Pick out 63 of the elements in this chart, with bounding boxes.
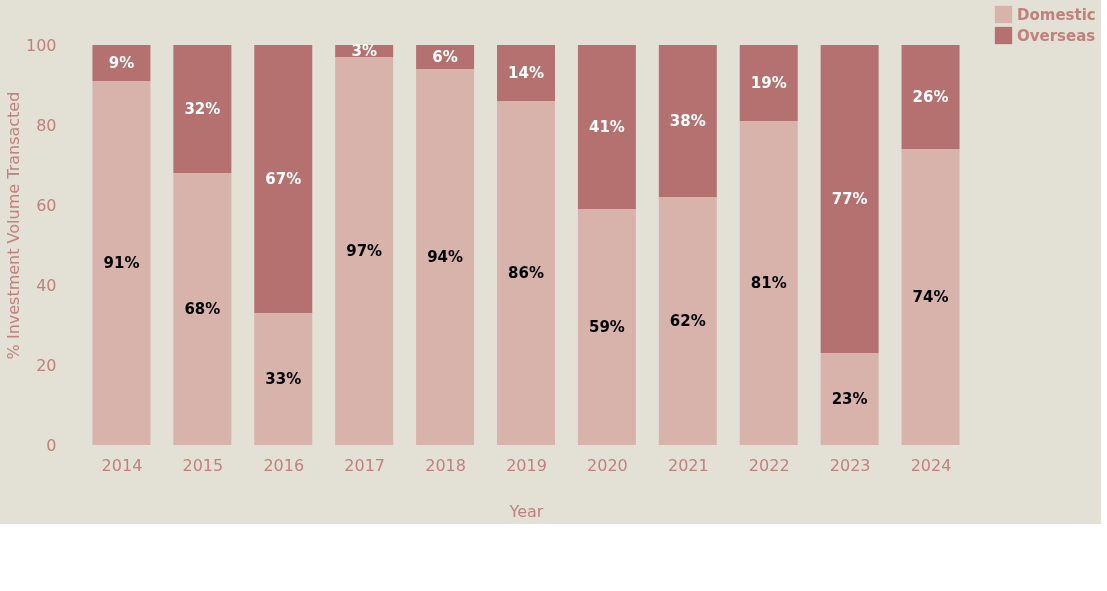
- x-tick-label: 2016: [263, 455, 305, 475]
- data-label: 32%: [184, 100, 221, 118]
- data-label: 77%: [831, 190, 868, 208]
- x-tick-label: 2020: [587, 455, 628, 475]
- data-label: 68%: [184, 300, 221, 318]
- bar: [739, 45, 798, 121]
- data-label: 33%: [265, 370, 302, 388]
- data-label: 19%: [750, 74, 787, 92]
- data-label: 67%: [265, 170, 302, 188]
- data-label: 9%: [108, 54, 135, 72]
- x-tick-label: 2017: [344, 455, 386, 475]
- bar: [173, 45, 232, 173]
- x-tick-label: 2019: [506, 455, 547, 475]
- bar: [254, 313, 313, 445]
- bar: [577, 209, 636, 445]
- x-tick-label: 2015: [182, 455, 224, 475]
- bar: [335, 57, 394, 445]
- bar: [901, 149, 960, 445]
- bar: [497, 101, 555, 445]
- bar: [577, 45, 636, 209]
- y-tick-label: 100: [25, 35, 57, 55]
- y-tick-label: 60: [36, 195, 57, 215]
- y-tick-label: 80: [36, 115, 57, 135]
- y-tick-label: 0: [46, 435, 57, 455]
- data-label: 97%: [346, 242, 383, 260]
- bar: [497, 45, 555, 101]
- bar: [820, 353, 879, 445]
- data-label: 26%: [912, 88, 949, 106]
- x-tick-label: 2021: [667, 455, 709, 475]
- bar: [739, 121, 798, 445]
- legend-label: Overseas: [1017, 26, 1096, 45]
- x-tick-label: 2024: [910, 455, 952, 475]
- bar: [901, 45, 960, 149]
- data-label: 6%: [432, 48, 458, 66]
- data-label: 41%: [588, 118, 625, 136]
- x-axis-title: Year: [508, 501, 544, 521]
- data-label: 14%: [508, 64, 544, 82]
- data-label: 81%: [750, 274, 787, 292]
- bar: [173, 173, 232, 445]
- y-tick-label: 20: [36, 355, 57, 375]
- x-tick-label: 2023: [829, 455, 871, 475]
- bar: [820, 45, 879, 353]
- data-label: 62%: [669, 312, 706, 330]
- data-label: 86%: [508, 264, 544, 282]
- bar: [92, 45, 151, 81]
- x-tick-label: 2018: [425, 455, 466, 475]
- y-tick-label: 40: [36, 275, 57, 295]
- data-label: 59%: [588, 318, 625, 336]
- y-axis-title: % Investment Volume Transacted: [3, 91, 23, 360]
- data-label: 94%: [427, 248, 464, 266]
- legend-label: Domestic: [1017, 5, 1096, 24]
- data-label: 38%: [669, 112, 706, 130]
- bar: [658, 45, 717, 197]
- data-label: 23%: [831, 390, 868, 408]
- x-tick-label: 2022: [748, 455, 790, 475]
- data-label: 74%: [912, 288, 949, 306]
- data-label: 91%: [103, 254, 140, 272]
- bar: [658, 197, 717, 445]
- bar: [254, 45, 313, 313]
- bar: [416, 69, 475, 445]
- data-label: 3%: [351, 42, 377, 60]
- bar: [92, 81, 151, 445]
- x-tick-label: 2014: [101, 455, 143, 475]
